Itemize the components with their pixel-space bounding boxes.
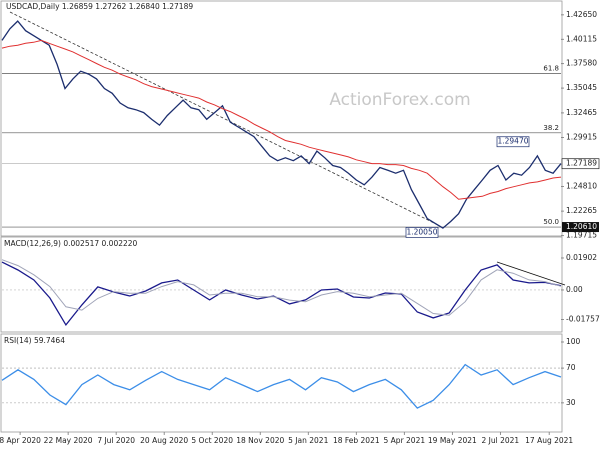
y-tick-label: 0.01902 bbox=[566, 253, 597, 262]
fib-label: 38.2 bbox=[543, 124, 559, 132]
fib-label: 50.0 bbox=[543, 218, 559, 226]
x-tick-label: 20 Aug 2020 bbox=[140, 436, 188, 445]
series-line bbox=[1, 363, 562, 409]
series-line bbox=[1, 261, 562, 327]
annotation-box bbox=[405, 227, 439, 238]
y-tick-label: 30 bbox=[566, 398, 576, 407]
y-tick-label: 0.00 bbox=[566, 285, 583, 294]
price-tag-label: 1.20610 bbox=[566, 222, 597, 231]
rsi-header: RSI(14) 59.7464 bbox=[4, 336, 65, 345]
annotation-box bbox=[496, 136, 530, 148]
trend-line bbox=[9, 11, 441, 227]
x-tick-label: 19 May 2021 bbox=[428, 436, 477, 445]
y-tick-label: 1.29915 bbox=[566, 132, 597, 141]
y-tick-label: 1.42650 bbox=[566, 10, 597, 19]
annotation-label: 1.20050 bbox=[406, 227, 437, 236]
annotation-label: 1.29470 bbox=[497, 137, 528, 146]
macd-header: MACD(12,26,9) 0.002517 0.002220 bbox=[4, 239, 138, 248]
price-tag bbox=[562, 222, 599, 233]
y-tick-label: -0.017579 bbox=[566, 315, 600, 324]
y-tick-label: 1.40115 bbox=[566, 34, 597, 43]
x-tick-label: 5 Apr 2021 bbox=[384, 436, 426, 445]
x-tick-label: 5 Oct 2020 bbox=[191, 436, 233, 445]
x-tick-label: 18 Nov 2020 bbox=[236, 436, 284, 445]
y-tick-label: 1.19715 bbox=[566, 231, 597, 240]
series-line bbox=[1, 259, 562, 316]
y-tick-label: 70 bbox=[566, 363, 576, 372]
y-tick-label: 1.24810 bbox=[566, 182, 597, 191]
macd-trend-line bbox=[496, 261, 566, 286]
series-line bbox=[1, 39, 562, 200]
y-tick-label: 100 bbox=[566, 337, 581, 346]
x-tick-label: 7 Jul 2020 bbox=[97, 436, 135, 445]
x-tick-label: 22 May 2020 bbox=[44, 436, 93, 445]
rsi-panel bbox=[0, 333, 563, 433]
series-line bbox=[1, 20, 562, 229]
x-tick-label: 8 Apr 2020 bbox=[0, 436, 41, 445]
watermark: ActionForex.com bbox=[329, 90, 470, 110]
y-tick-label: 1.37580 bbox=[566, 59, 597, 68]
y-tick-label: 1.22265 bbox=[566, 206, 597, 215]
x-tick-label: 5 Jan 2021 bbox=[288, 436, 328, 445]
macd-panel bbox=[0, 236, 563, 333]
x-tick-label: 2 Jul 2021 bbox=[482, 436, 520, 445]
price-panel bbox=[0, 0, 563, 237]
y-tick-label: 1.35045 bbox=[566, 83, 597, 92]
y-tick-label: 1.32465 bbox=[566, 108, 597, 117]
price-header: USDCAD,Daily 1.26859 1.27262 1.26840 1.2… bbox=[6, 2, 193, 11]
last-price-tag bbox=[561, 158, 600, 170]
x-tick-label: 17 Aug 2021 bbox=[525, 436, 573, 445]
x-tick-label: 18 Feb 2021 bbox=[333, 436, 380, 445]
last-price-label: 1.27189 bbox=[566, 159, 597, 168]
fib-label: 61.8 bbox=[543, 64, 559, 72]
